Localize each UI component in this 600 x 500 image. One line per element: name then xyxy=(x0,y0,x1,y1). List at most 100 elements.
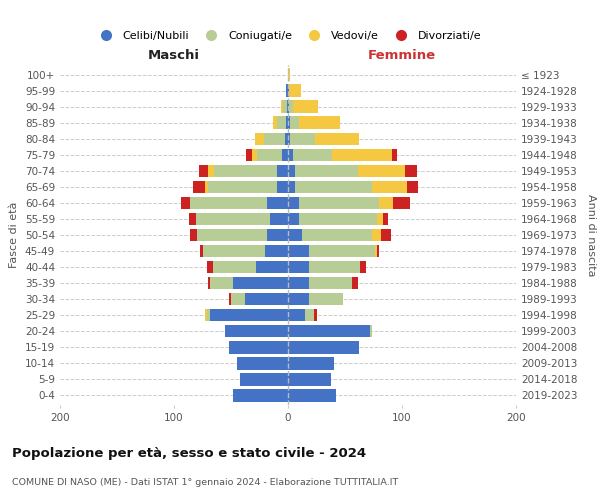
Bar xyxy=(299,196,379,209)
Bar xyxy=(270,212,288,225)
Bar xyxy=(229,341,288,353)
Bar xyxy=(193,180,205,193)
Bar xyxy=(284,132,288,145)
Bar xyxy=(202,245,265,258)
Bar xyxy=(377,245,379,258)
Bar xyxy=(406,164,417,177)
Y-axis label: Anni di nascita: Anni di nascita xyxy=(586,194,596,276)
Bar xyxy=(256,261,288,274)
Bar xyxy=(293,100,317,113)
Bar xyxy=(181,196,190,209)
Text: COMUNE DI NASO (ME) - Dati ISTAT 1° gennaio 2024 - Elaborazione TUTTITALIA.IT: COMUNE DI NASO (ME) - Dati ISTAT 1° genn… xyxy=(12,478,398,487)
Bar xyxy=(226,325,288,338)
Bar xyxy=(268,196,288,209)
Bar xyxy=(288,325,370,338)
Bar xyxy=(213,261,256,274)
Bar xyxy=(207,309,211,322)
Bar xyxy=(236,357,288,370)
Bar xyxy=(383,212,388,225)
Bar xyxy=(295,180,373,193)
Bar xyxy=(190,196,268,209)
Bar xyxy=(308,245,374,258)
Bar xyxy=(200,245,203,258)
Bar xyxy=(305,309,314,322)
Bar xyxy=(288,212,299,225)
Bar xyxy=(286,116,288,129)
Bar xyxy=(277,116,286,129)
Bar xyxy=(283,148,288,161)
Bar xyxy=(407,180,418,193)
Bar xyxy=(288,196,299,209)
Text: Maschi: Maschi xyxy=(148,49,200,62)
Bar xyxy=(289,100,293,113)
Bar xyxy=(314,309,317,322)
Bar xyxy=(277,180,288,193)
Legend: Celibi/Nubili, Coniugati/e, Vedovi/e, Divorziati/e: Celibi/Nubili, Coniugati/e, Vedovi/e, Di… xyxy=(90,26,486,45)
Bar xyxy=(264,132,284,145)
Bar xyxy=(316,132,359,145)
Bar xyxy=(257,148,283,161)
Bar xyxy=(190,228,197,241)
Bar xyxy=(251,148,257,161)
Bar xyxy=(233,389,288,402)
Bar xyxy=(299,116,340,129)
Bar xyxy=(373,180,407,193)
Bar xyxy=(199,164,208,177)
Bar xyxy=(196,212,270,225)
Bar xyxy=(288,261,308,274)
Bar xyxy=(245,293,288,306)
Bar xyxy=(246,148,251,161)
Bar xyxy=(288,277,308,289)
Bar xyxy=(360,261,365,274)
Bar xyxy=(288,357,334,370)
Bar xyxy=(288,100,289,113)
Bar xyxy=(288,68,290,81)
Bar xyxy=(288,148,293,161)
Bar xyxy=(208,180,277,193)
Text: Popolazione per età, sesso e stato civile - 2024: Popolazione per età, sesso e stato civil… xyxy=(12,446,366,460)
Bar xyxy=(255,132,264,145)
Bar xyxy=(288,116,290,129)
Bar xyxy=(288,309,305,322)
Bar xyxy=(308,293,343,306)
Bar xyxy=(288,228,302,241)
Bar xyxy=(290,132,316,145)
Bar xyxy=(290,116,299,129)
Bar xyxy=(229,293,231,306)
Bar xyxy=(288,164,295,177)
Bar xyxy=(207,261,213,274)
Bar xyxy=(287,100,288,113)
Bar xyxy=(208,277,211,289)
Bar xyxy=(288,180,295,193)
Bar xyxy=(208,164,214,177)
Bar xyxy=(283,100,287,113)
Bar xyxy=(293,148,332,161)
Bar xyxy=(382,228,391,241)
Y-axis label: Fasce di età: Fasce di età xyxy=(10,202,19,268)
Bar xyxy=(302,228,373,241)
Bar xyxy=(240,373,288,386)
Bar xyxy=(299,212,377,225)
Bar xyxy=(288,373,331,386)
Bar xyxy=(308,261,360,274)
Bar xyxy=(268,228,288,241)
Bar xyxy=(214,164,277,177)
Bar xyxy=(288,341,359,353)
Bar xyxy=(277,164,288,177)
Bar xyxy=(231,293,245,306)
Bar xyxy=(332,148,392,161)
Bar xyxy=(233,277,288,289)
Bar xyxy=(281,100,283,113)
Bar xyxy=(265,245,288,258)
Bar xyxy=(189,212,196,225)
Bar xyxy=(288,389,336,402)
Bar xyxy=(286,84,288,97)
Bar xyxy=(205,180,208,193)
Bar xyxy=(308,277,352,289)
Bar xyxy=(288,293,308,306)
Bar xyxy=(374,245,377,258)
Bar xyxy=(393,196,410,209)
Bar xyxy=(377,212,383,225)
Bar xyxy=(211,309,288,322)
Bar xyxy=(288,84,289,97)
